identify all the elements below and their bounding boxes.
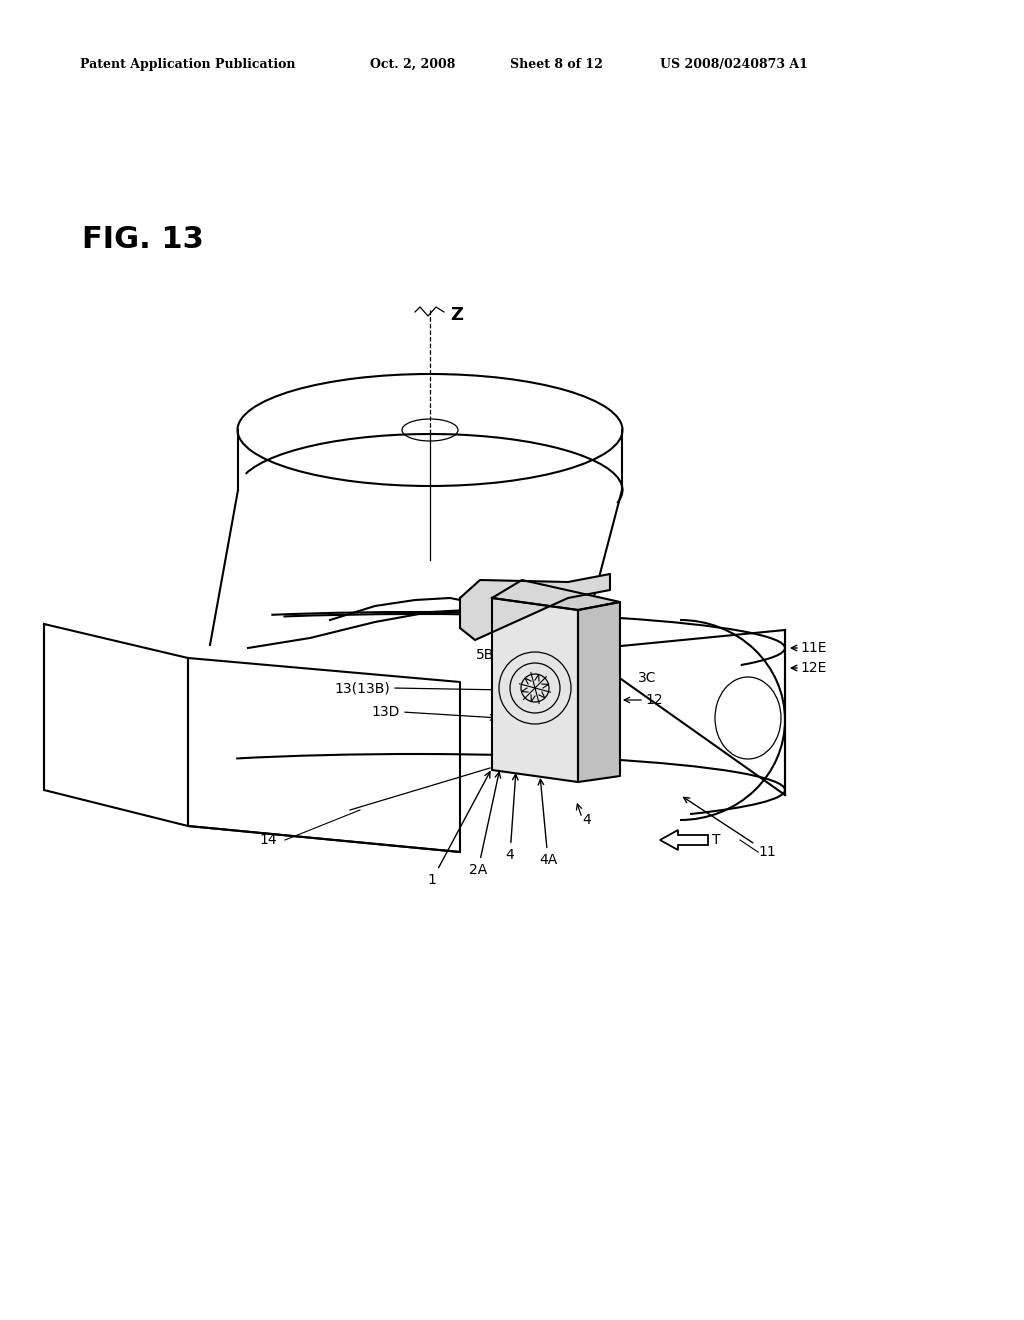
Text: FIG. 13: FIG. 13 bbox=[82, 224, 204, 253]
Text: 2A: 2A bbox=[469, 772, 501, 876]
Polygon shape bbox=[492, 598, 578, 781]
Text: 13(13B): 13(13B) bbox=[334, 681, 390, 696]
Text: 12: 12 bbox=[645, 693, 663, 708]
Text: 14: 14 bbox=[259, 833, 276, 847]
Text: 12E: 12E bbox=[800, 661, 826, 675]
FancyArrow shape bbox=[660, 830, 708, 850]
Text: 4: 4 bbox=[582, 813, 591, 828]
Text: 4: 4 bbox=[506, 775, 518, 862]
Text: Oct. 2, 2008: Oct. 2, 2008 bbox=[370, 58, 456, 71]
Polygon shape bbox=[460, 574, 610, 640]
Text: 5B: 5B bbox=[476, 648, 495, 663]
Text: T: T bbox=[712, 833, 721, 847]
Text: 11: 11 bbox=[684, 797, 776, 859]
Text: 1: 1 bbox=[428, 772, 489, 887]
Text: Patent Application Publication: Patent Application Publication bbox=[80, 58, 296, 71]
Text: 13D: 13D bbox=[372, 705, 400, 719]
Text: 3C: 3C bbox=[638, 671, 656, 685]
Text: US 2008/0240873 A1: US 2008/0240873 A1 bbox=[660, 58, 808, 71]
Text: Sheet 8 of 12: Sheet 8 of 12 bbox=[510, 58, 603, 71]
Text: Z: Z bbox=[450, 306, 463, 323]
Polygon shape bbox=[578, 602, 620, 781]
Polygon shape bbox=[492, 579, 620, 610]
Text: 4A: 4A bbox=[539, 779, 557, 867]
Text: 11E: 11E bbox=[800, 642, 826, 655]
